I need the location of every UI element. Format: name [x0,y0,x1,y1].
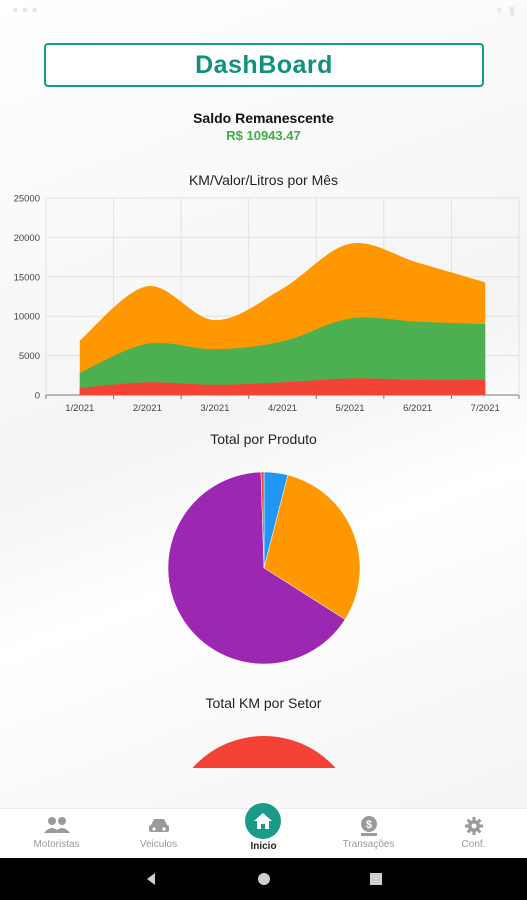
page-title: DashBoard [195,50,333,79]
gear-icon [421,815,526,837]
pie-slice [167,471,346,665]
x-tick-label: 5/2021 [336,403,365,414]
pie-slice [260,471,265,569]
y-tick-label: 0 [35,391,40,402]
svg-text:$: $ [365,819,371,831]
nav-inicio[interactable]: Inicio [211,803,316,859]
status-time: ● ● ● [12,4,39,16]
area-series [79,378,486,395]
y-tick-label: 25000 [14,194,40,205]
x-tick-label: 2/2021 [133,403,162,414]
saldo-label: Saldo Remanescente [193,110,334,126]
money-icon: $ [316,815,421,837]
pie-chart-title: Total por Produto [210,431,317,447]
home-system-icon[interactable] [255,870,273,888]
x-tick-label: 4/2021 [268,403,297,414]
status-icons: ▾ ▮ [496,5,517,17]
bottom-navigation: Motoristas Veiculos Inicio $ [0,803,527,859]
nav-label-conf: Conf. [461,839,486,850]
area-chart: 0 5000 10000 15000 20000 25000 1/2021 2/2021 3/2… [14,194,520,414]
car-icon [106,815,211,837]
nav-transacoes[interactable]: $ Transações [316,809,421,859]
area-series [79,317,486,395]
sector-pie-chart [192,736,336,768]
recents-icon[interactable] [367,870,385,888]
y-tick-label: 10000 [14,312,40,323]
home-icon [245,803,281,839]
y-tick-label: 20000 [14,233,40,244]
x-tick-label: 3/2021 [200,403,229,414]
y-tick-label: 5000 [19,351,40,362]
people-icon [4,815,109,837]
x-tick-label: 7/2021 [471,403,500,414]
status-bar: ● ● ● ▾ ▮ [0,0,527,22]
x-tick-label: 6/2021 [403,403,432,414]
nav-label-veiculos: Veiculos [139,839,178,850]
nav-label-motoristas: Motoristas [33,839,80,850]
product-pie-chart [167,471,361,665]
system-navigation-bar [0,858,527,900]
pie-slice [263,474,361,620]
pie-slice [192,736,336,768]
sector-chart-title: Total KM por Setor [205,695,322,711]
x-tick-label: 1/2021 [65,403,94,414]
nav-label-transacoes: Transações [342,839,395,850]
dashboard-title-box: DashBoard [44,43,484,87]
saldo-value: R$ 10943.47 [226,128,301,143]
nav-label-inicio: Inicio [250,841,277,852]
nav-conf[interactable]: Conf. [421,809,526,859]
nav-veiculos[interactable]: Veiculos [106,809,211,859]
y-tick-label: 15000 [14,272,40,283]
area-chart-title: KM/Valor/Litros por Mês [188,172,339,188]
nav-motoristas[interactable]: Motoristas [4,809,109,859]
back-icon[interactable] [142,870,160,888]
